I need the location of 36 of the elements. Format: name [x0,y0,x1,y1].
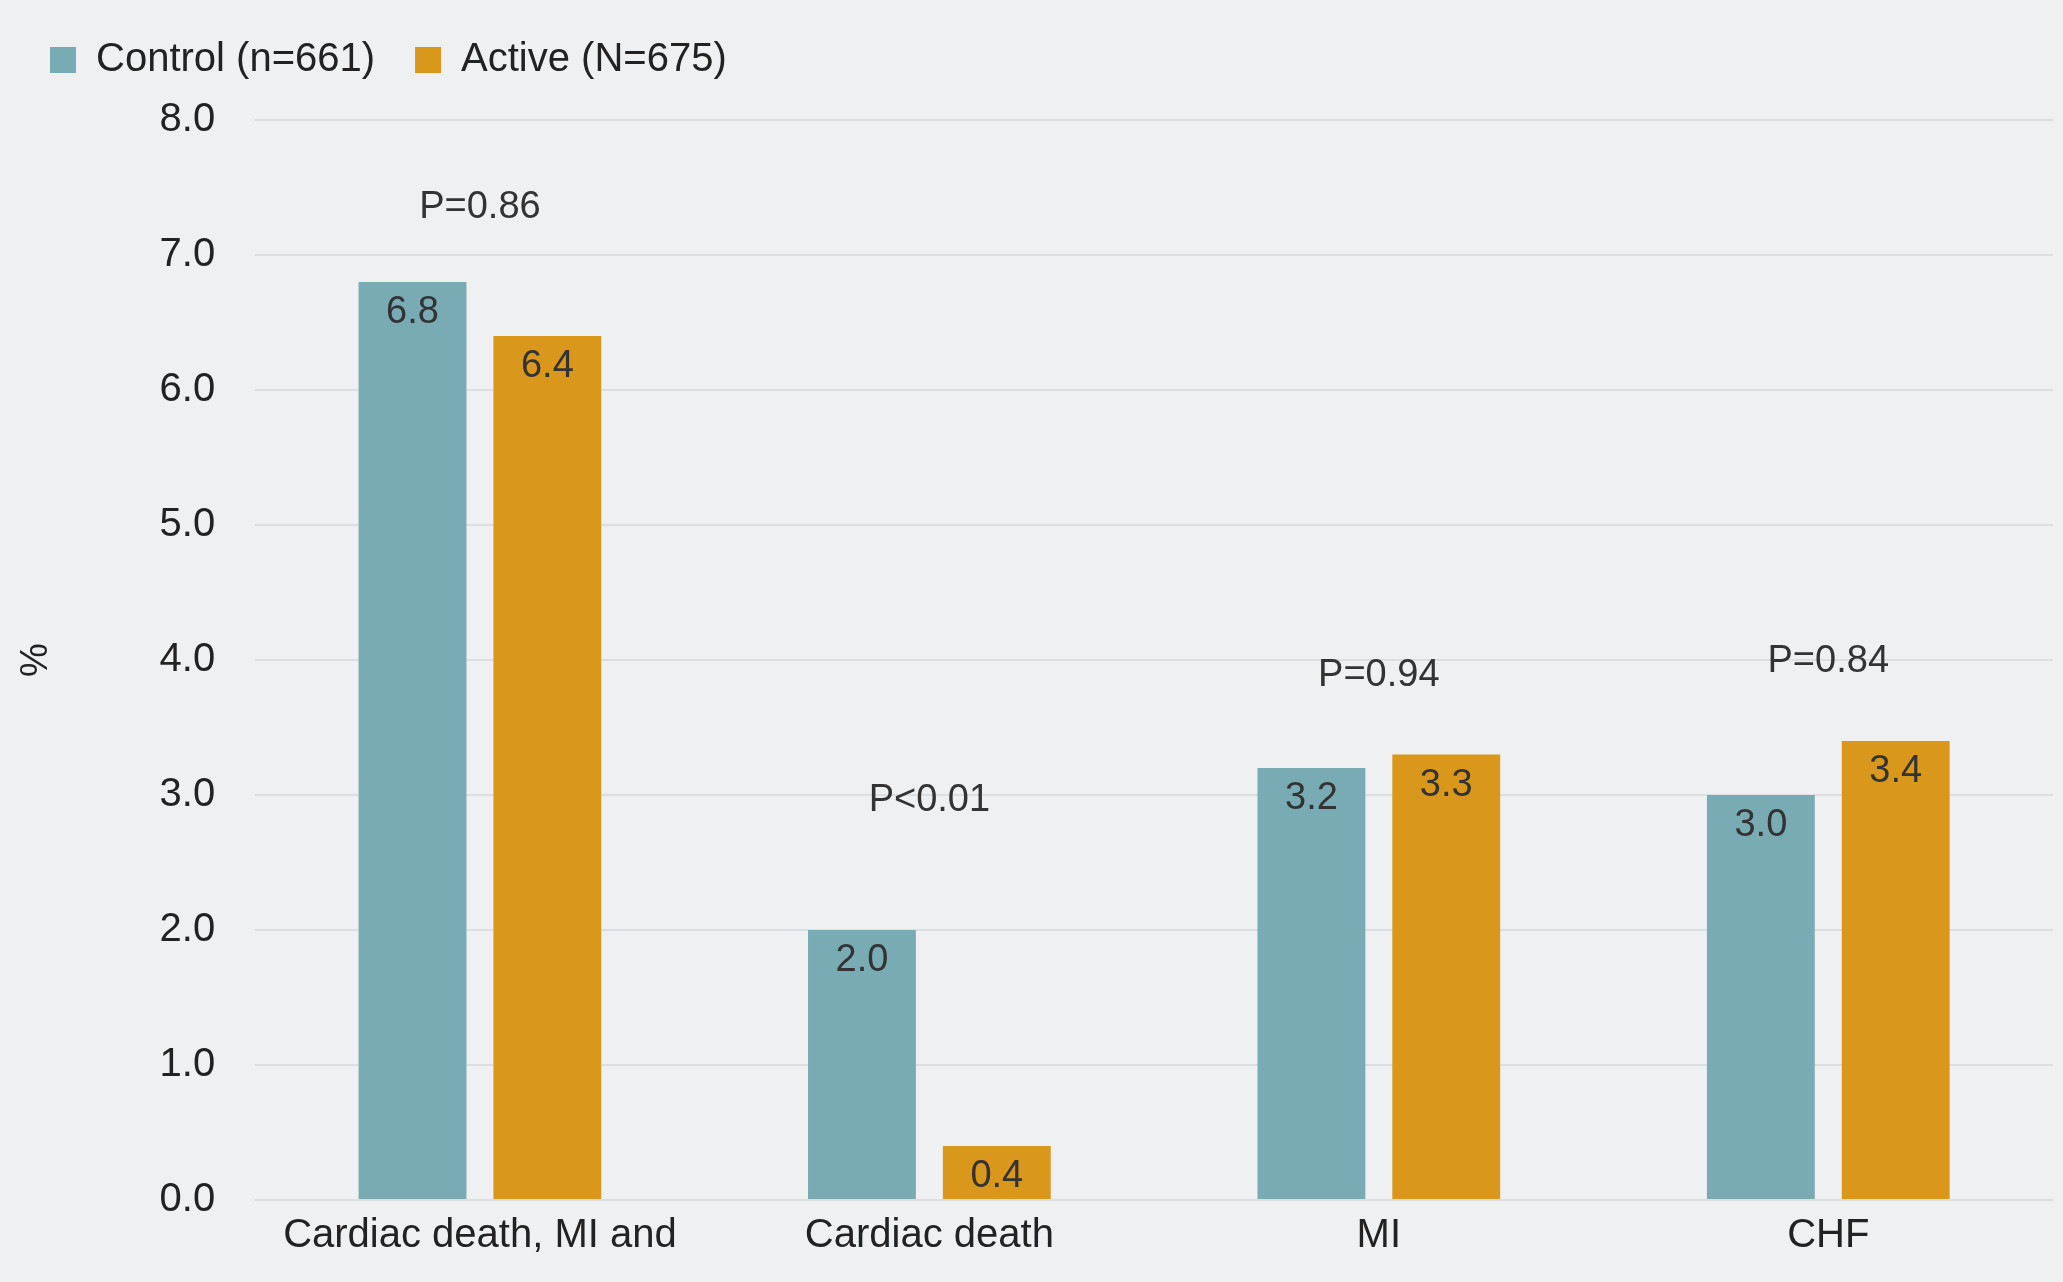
y-axis-title: % [13,643,56,677]
data-label: 3.2 [1285,775,1338,818]
bar [1706,795,1815,1199]
annotation: P=0.84 [1767,638,1890,681]
y-tick-label: 6.0 [159,365,216,410]
data-label: 6.4 [520,343,574,386]
y-tick-label: 5.0 [159,500,216,545]
bar [808,930,916,1199]
bar [1257,768,1366,1199]
data-label: 6.8 [386,289,439,332]
bar [942,1146,1051,1199]
data-label: 2.0 [835,937,889,980]
bar [358,282,467,1199]
y-tick-label: 4.0 [159,635,216,680]
y-tick-label: 1.0 [159,1040,216,1085]
y-tick-label: 7.0 [159,230,216,275]
x-tick-label: CHF [1787,1211,1870,1256]
y-tick-label: 0.0 [159,1175,216,1220]
data-label: 3.4 [1869,748,1923,791]
legend-label: Active (N=675) [461,35,727,80]
data-label: 0.4 [970,1153,1024,1196]
legend-label: Control (n=661) [96,35,376,80]
y-tick-label: 8.0 [159,95,216,140]
x-tick-label: Cardiac death [804,1211,1054,1256]
bar [493,336,602,1199]
bar [1841,741,1950,1199]
y-tick-label: 2.0 [159,905,216,950]
y-tick-label: 3.0 [159,770,216,815]
x-tick-label: Cardiac death, MI and [283,1211,677,1256]
data-label: 3.3 [1419,761,1473,804]
annotation: P<0.01 [868,777,991,820]
annotation: P=0.94 [1318,651,1440,694]
x-tick-label: MI [1356,1211,1402,1256]
data-label: 3.0 [1734,802,1788,845]
bar [1392,754,1501,1199]
annotation: P=0.86 [419,184,541,227]
